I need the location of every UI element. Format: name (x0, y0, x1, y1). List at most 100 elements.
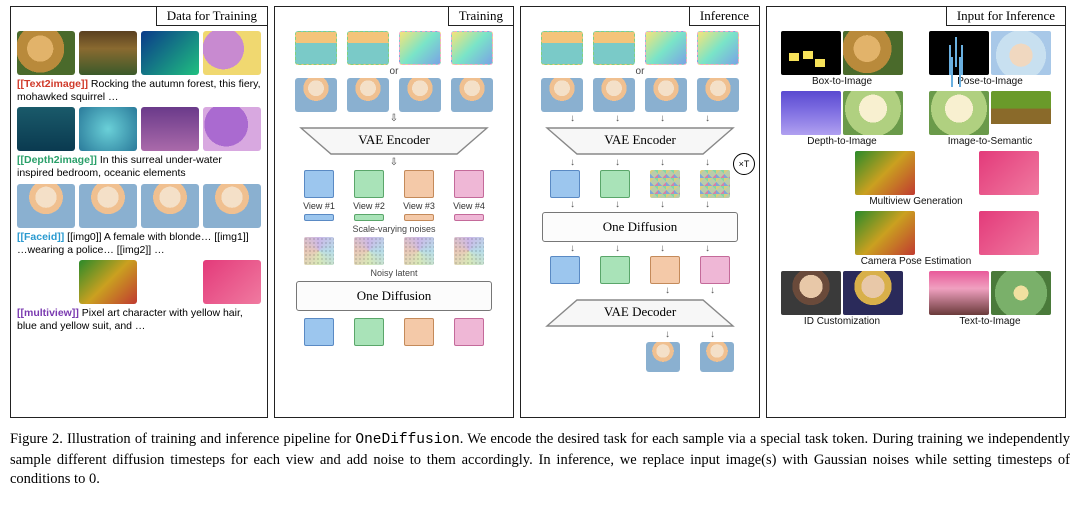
task-thumbnail (781, 31, 841, 75)
thumbnail (17, 184, 75, 228)
task-thumbnail (979, 151, 1039, 195)
input-tile (593, 31, 635, 65)
caption-line: [[Faceid]] [[img0]] A female with blonde… (17, 231, 261, 257)
task-cell: Image-to-Semantic (921, 91, 1059, 147)
noisy-latent-label: Noisy latent (370, 268, 417, 278)
task-thumbnail (929, 271, 989, 315)
vae-decoder-block: VAE Decoder (545, 298, 735, 328)
vae-encoder-label: VAE Encoder (545, 132, 735, 148)
task-thumbnail (917, 211, 977, 255)
thumbnail (203, 184, 261, 228)
input-tile (399, 78, 441, 112)
panel-title: Inference (689, 6, 760, 26)
input-tile (541, 78, 583, 112)
panel-title: Training (448, 6, 514, 26)
loop-badge: ×T (733, 153, 755, 175)
task-thumbnail (781, 91, 841, 135)
scale-bar (454, 214, 484, 221)
input-tile (593, 78, 635, 112)
noisy-latent-box (354, 237, 384, 265)
latent-box (600, 170, 630, 198)
panel-data-for-training: Data for Training [[Text2image]] Rocking… (10, 6, 268, 418)
scale-noises-label: Scale-varying noises (352, 224, 435, 234)
task-thumbnail (991, 31, 1051, 75)
output-thumbnail (646, 342, 680, 372)
input-tile (451, 31, 493, 65)
panel-training: Training or ⇩ VAE Encoder ⇩ View #1View … (274, 6, 514, 418)
task-cell: Camera Pose Estimation (773, 211, 1059, 267)
latent-box (304, 318, 334, 346)
task-label: Box-to-Image (812, 76, 872, 87)
task-label: Text-to-Image (959, 316, 1020, 327)
input-tile (347, 31, 389, 65)
task-thumbnail (793, 211, 853, 255)
panel-title: Input for Inference (946, 6, 1066, 26)
thumbnail (79, 107, 137, 151)
task-thumbnail (843, 31, 903, 75)
thumbnail (141, 260, 199, 304)
panel-inference: Inference ×T or ↓↓↓↓ VAE Encoder ↓↓↓↓ ↓↓… (520, 6, 760, 418)
panel-input-for-inference: Input for Inference Box-to-Image Pose-to-… (766, 6, 1066, 418)
latent-box (700, 256, 730, 284)
vae-decoder-label: VAE Decoder (545, 304, 735, 320)
task-label: Pose-to-Image (957, 76, 1023, 87)
latent-box (600, 256, 630, 284)
view-label: View #3 (397, 201, 441, 211)
task-thumbnail (979, 211, 1039, 255)
input-tile (541, 31, 583, 65)
latent-box (304, 170, 334, 198)
one-diffusion-block: One Diffusion (542, 212, 738, 242)
noise-box (650, 170, 680, 198)
task-thumbnail (991, 271, 1051, 315)
task-label: Camera Pose Estimation (861, 256, 972, 267)
vae-encoder-block: VAE Encoder (299, 126, 489, 156)
latent-box (454, 170, 484, 198)
latent-box (550, 256, 580, 284)
figure-panels: Data for Training [[Text2image]] Rocking… (0, 0, 1080, 420)
figure-number: 2 (52, 431, 59, 447)
thumbnail (17, 260, 75, 304)
task-thumbnail (929, 91, 989, 135)
input-tile (347, 78, 389, 112)
latent-box (354, 318, 384, 346)
vae-encoder-block: VAE Encoder (545, 126, 735, 156)
task-thumbnail (843, 271, 903, 315)
task-label: ID Customization (804, 316, 880, 327)
thumbnail (141, 184, 199, 228)
task-cell: Depth-to-Image (773, 91, 911, 147)
task-cell: Pose-to-Image (921, 31, 1059, 87)
output-thumbnail (700, 342, 734, 372)
latent-box (550, 170, 580, 198)
task-thumbnail (929, 31, 989, 75)
arrow-icon: ⇩ (390, 115, 398, 123)
thumbnail (141, 31, 199, 75)
task-cell: ID Customization (773, 271, 911, 327)
thumbnail (79, 31, 137, 75)
view-label: View #2 (347, 201, 391, 211)
or-label: or (636, 66, 645, 77)
thumbnail (141, 107, 199, 151)
input-tile (399, 31, 441, 65)
input-tile (295, 78, 337, 112)
task-thumbnail (991, 91, 1051, 135)
one-diffusion-block: One Diffusion (296, 281, 492, 311)
caption-line: [[multiview]] Pixel art character with y… (17, 307, 261, 333)
latent-box (454, 318, 484, 346)
input-tile (645, 78, 687, 112)
figure-caption: Figure 2. Illustration of training and i… (10, 430, 1070, 490)
task-cell: Text-to-Image (921, 271, 1059, 327)
scale-bar (354, 214, 384, 221)
thumbnail (79, 260, 137, 304)
scale-bar (404, 214, 434, 221)
thumbnail (17, 31, 75, 75)
task-thumbnail (781, 271, 841, 315)
latent-box (354, 170, 384, 198)
task-thumbnail (843, 91, 903, 135)
code-word: OneDiffusion (355, 432, 459, 448)
task-label: Depth-to-Image (807, 136, 876, 147)
thumbnail (203, 260, 261, 304)
input-tile (645, 31, 687, 65)
task-label: Multiview Generation (869, 196, 962, 207)
thumbnail (79, 184, 137, 228)
input-tile (697, 78, 739, 112)
